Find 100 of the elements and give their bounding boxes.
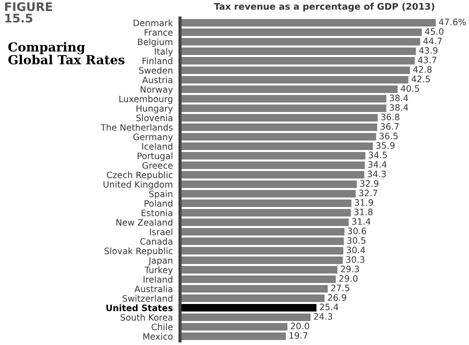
- bar: [180, 285, 328, 292]
- y-tick-label: South Korea: [120, 314, 172, 321]
- bar: [180, 266, 338, 274]
- data-label: 31.8: [354, 208, 373, 216]
- bar: [180, 247, 344, 254]
- bar: [180, 256, 343, 264]
- bar: [180, 28, 422, 36]
- data-label: 30.6: [348, 228, 366, 234]
- y-tick-label: Estonia: [142, 209, 172, 216]
- bar: [180, 180, 357, 188]
- data-label: 29.0: [339, 275, 358, 282]
- data-label: 32.7: [359, 190, 378, 196]
- y-tick-label: Czech Republic: [106, 171, 173, 180]
- y-tick-label: Turkey: [144, 266, 173, 275]
- data-label: 38.4: [390, 104, 408, 111]
- text: Comparing Global Tax Rates: [8, 42, 124, 64]
- y-tick-label: Hungary: [136, 105, 173, 114]
- y-tick-label: Denmark: [134, 19, 174, 26]
- data-label: 34.5: [368, 152, 387, 158]
- y-tick-label: Greece: [142, 162, 173, 169]
- y-tick-label: France: [144, 29, 173, 36]
- data-label: 30.4: [346, 246, 366, 254]
- bar: [180, 200, 352, 207]
- y-tick-label: Sweden: [139, 66, 172, 74]
- data-label: 29.3: [340, 266, 359, 272]
- caption: FIGURE 15.5: [5, 2, 52, 23]
- data-label: 30.5: [347, 237, 366, 244]
- y-tick-label: The Netherlands: [100, 124, 173, 131]
- data-label: 31.9: [354, 199, 374, 206]
- y-tick-label: Finland: [142, 57, 172, 64]
- data-label: 36.5: [380, 132, 398, 140]
- bar: [180, 86, 398, 93]
- y-tick-label: New Zealand: [116, 218, 172, 226]
- bar: [180, 162, 365, 169]
- y-tick-label: Israel: [150, 228, 172, 236]
- data-label: 47.6%: [438, 18, 466, 26]
- bar: [180, 228, 344, 236]
- y-tick-label: Australia: [134, 285, 172, 292]
- data-label: 24.3: [314, 313, 332, 320]
- data-label: 43.7: [418, 56, 436, 64]
- bar: [180, 323, 288, 330]
- bar: [180, 276, 336, 283]
- bar: [180, 48, 416, 55]
- y-tick-label: Mexico: [143, 332, 173, 340]
- y-tick-label: Norway: [140, 86, 173, 94]
- data-label: 34.3: [368, 170, 386, 178]
- y-tick-label: United Kingdom: [104, 180, 172, 190]
- bar: [180, 294, 325, 302]
- data-label: 25.4: [320, 304, 338, 310]
- data-label: 36.7: [380, 123, 399, 130]
- y-tick-label: Austria: [142, 76, 172, 84]
- y-tick-label: Poland: [144, 200, 172, 207]
- bar: [180, 19, 436, 26]
- bar: [180, 218, 349, 226]
- y-tick-label: Belgium: [138, 38, 172, 47]
- y-tick-label: Portugal: [138, 152, 172, 161]
- bar: [180, 332, 286, 340]
- y-tick-label: United States: [106, 304, 173, 312]
- data-label: 35.9: [376, 142, 395, 149]
- bar: [180, 171, 364, 178]
- data-label: 44.7: [423, 38, 442, 44]
- data-label: 20.0: [290, 322, 310, 330]
- data-label: 45.0: [424, 28, 444, 35]
- data-label: 36.8: [381, 114, 400, 120]
- bar: [180, 124, 378, 131]
- y-tick-label: Iceland: [142, 142, 172, 150]
- chart-subtitle: Tax revenue as a percentage of GDP (2013): [214, 2, 434, 12]
- bar: [180, 190, 356, 198]
- data-label: 40.5: [400, 85, 420, 92]
- bar: [180, 66, 410, 74]
- data-label: 30.3: [346, 256, 364, 263]
- data-label: 34.4: [368, 161, 387, 168]
- data-label: 27.5: [331, 284, 350, 292]
- bar: [180, 314, 311, 321]
- bar: [180, 114, 378, 122]
- y-tick-label: Japan: [148, 257, 172, 266]
- data-label: 42.5: [412, 76, 430, 82]
- bar: [180, 238, 344, 245]
- bar: [180, 104, 386, 112]
- y-tick-label: Ireland: [144, 276, 172, 283]
- data-label: 43.9: [419, 47, 438, 54]
- bar: [180, 76, 408, 84]
- y-tick-label: Chile: [152, 323, 173, 330]
- y-tick-label: Switzerland: [122, 294, 172, 302]
- y-tick-label: Slovak Republic: [104, 247, 173, 256]
- data-label: 32.9: [360, 180, 378, 187]
- bar: [180, 152, 366, 160]
- bar: [180, 38, 420, 46]
- y-tick-label: Slovenia: [136, 114, 172, 122]
- bar: [180, 209, 351, 216]
- bar: [180, 142, 373, 150]
- y-tick-label: Canada: [140, 238, 172, 245]
- y-tick-label: Luxembourg: [119, 95, 172, 104]
- y-tick-label: Germany: [133, 134, 173, 142]
- data-label: 26.9: [328, 294, 346, 301]
- y-tick-label: Italy: [154, 48, 173, 56]
- bar: [180, 133, 376, 140]
- data-label: 38.4: [390, 94, 408, 102]
- y-tick-label: Spain: [149, 190, 172, 199]
- bar: [180, 95, 386, 102]
